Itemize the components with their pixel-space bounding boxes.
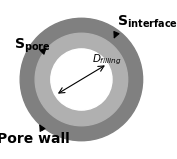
Text: $\mathit{D}_{\mathit{filling}}$: $\mathit{D}_{\mathit{filling}}$ (92, 53, 121, 67)
Text: Pore wall: Pore wall (0, 132, 70, 146)
Circle shape (35, 33, 128, 126)
Text: $\mathbf{S}_{\mathbf{interface}}$: $\mathbf{S}_{\mathbf{interface}}$ (117, 14, 177, 30)
Text: $\mathbf{S}_{\mathbf{pore}}$: $\mathbf{S}_{\mathbf{pore}}$ (14, 36, 51, 55)
Circle shape (20, 18, 143, 141)
Circle shape (51, 49, 112, 110)
